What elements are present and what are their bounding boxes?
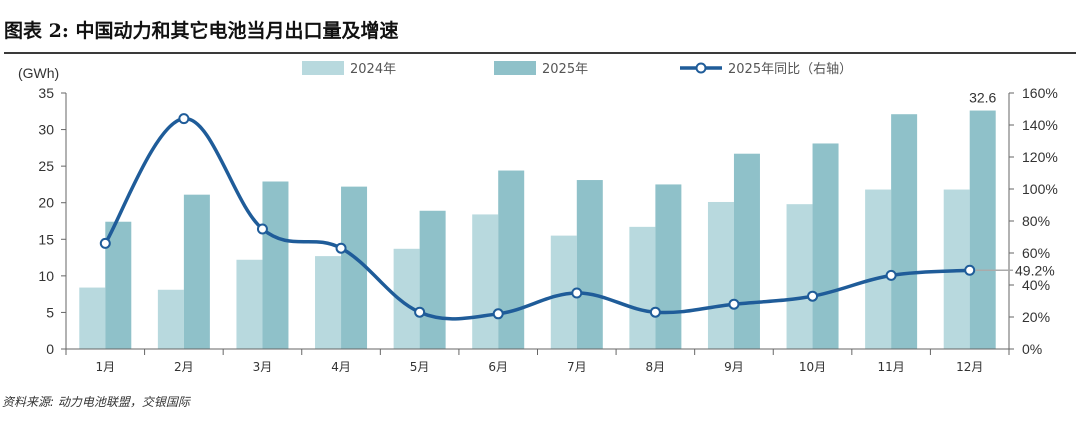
yoy-point-4月 bbox=[335, 242, 347, 254]
legend-label: 2025年同比（右轴） bbox=[728, 62, 852, 77]
y2-tick-label: 20% bbox=[1022, 309, 1050, 325]
y-axis-title: (GWh) bbox=[18, 65, 59, 81]
yoy-point-12月 bbox=[964, 264, 976, 276]
y2-tick-label: 100% bbox=[1022, 181, 1058, 197]
yoy-point-9月 bbox=[728, 298, 740, 310]
axis-labels: 0 5 10 15 20 25 30 35 0% 20% 40% 60% 80% 100% 120% 140%… bbox=[18, 65, 1058, 374]
yoy-point-1月 bbox=[99, 237, 111, 249]
bar-2024年-1月 bbox=[79, 287, 106, 349]
y-tick-label: 0 bbox=[46, 341, 54, 357]
x-tick-label: 7月 bbox=[567, 360, 587, 374]
x-tick-label: 1月 bbox=[95, 360, 115, 374]
source-note: 资料来源: 动力电池联盟，交银国际 bbox=[2, 395, 190, 409]
bar-2024年-10月 bbox=[786, 204, 813, 349]
y-tick-label: 20 bbox=[38, 195, 54, 211]
bar-2025年-5月 bbox=[419, 210, 446, 349]
axes bbox=[61, 92, 1014, 355]
chart: 0 5 10 15 20 25 30 35 0% 20% 40% 60% 80% 100% 120% 140%… bbox=[18, 61, 1058, 374]
y2-tick-label: 40% bbox=[1022, 277, 1050, 293]
bar-2024年-3月 bbox=[236, 259, 263, 349]
y2-tick-label: 140% bbox=[1022, 117, 1058, 133]
legend-swatch-2025年 bbox=[494, 61, 536, 75]
bar-2025年-10月 bbox=[812, 143, 839, 349]
yoy-line bbox=[103, 116, 972, 321]
legend: 2024年 2025年 2025年同比（右轴） bbox=[302, 61, 852, 77]
x-tick-label: 11月 bbox=[877, 360, 904, 374]
bar-series bbox=[79, 110, 996, 349]
bar-2025年-3月 bbox=[262, 181, 289, 349]
x-tick-label: 8月 bbox=[646, 360, 666, 374]
yoy-point-5月 bbox=[414, 306, 426, 318]
y2-tick-label: 120% bbox=[1022, 149, 1058, 165]
line-last-label: 49.2% bbox=[1015, 262, 1055, 278]
bar-2025年-2月 bbox=[183, 194, 210, 349]
yoy-point-11月 bbox=[885, 269, 897, 281]
y-tick-label: 5 bbox=[46, 304, 54, 320]
x-tick-label: 9月 bbox=[724, 360, 744, 374]
legend-label: 2025年 bbox=[542, 62, 588, 77]
bar-2025年-7月 bbox=[576, 180, 603, 349]
y2-tick-label: 80% bbox=[1022, 213, 1050, 229]
y2-tick-label: 0% bbox=[1022, 341, 1042, 357]
x-tick-label: 3月 bbox=[253, 360, 273, 374]
y2-tick-label: 60% bbox=[1022, 245, 1050, 261]
x-tick-label: 6月 bbox=[488, 360, 508, 374]
yoy-point-6月 bbox=[492, 308, 504, 320]
title-bar: 图表 2: 中国动力和其它电池当月出口量及增速 bbox=[4, 14, 1076, 54]
x-tick-label: 4月 bbox=[331, 360, 351, 374]
bar-2024年-9月 bbox=[707, 201, 734, 349]
yoy-point-3月 bbox=[256, 223, 268, 235]
bar-2024年-2月 bbox=[157, 289, 184, 349]
bar-2024年-8月 bbox=[629, 226, 656, 349]
legend-marker bbox=[695, 62, 707, 74]
bar-2025年-11月 bbox=[891, 114, 918, 349]
legend-label: 2024年 bbox=[350, 62, 396, 77]
bar-2025年-12月 bbox=[969, 110, 996, 349]
bar-2025年-4月 bbox=[341, 186, 368, 349]
y-tick-label: 30 bbox=[38, 122, 54, 138]
x-tick-label: 2月 bbox=[174, 360, 194, 374]
bar-2024年-4月 bbox=[315, 256, 342, 349]
bar-2025年-8月 bbox=[655, 184, 682, 349]
y-tick-label: 35 bbox=[38, 85, 54, 101]
legend-swatch-2024年 bbox=[302, 61, 344, 75]
y-tick-label: 25 bbox=[38, 158, 54, 174]
y-tick-label: 15 bbox=[38, 231, 54, 247]
y-tick-label: 10 bbox=[38, 268, 54, 284]
yoy-point-7月 bbox=[571, 287, 583, 299]
bar-2024年-11月 bbox=[865, 189, 892, 349]
bar-2025年-9月 bbox=[733, 153, 760, 349]
x-tick-label: 12月 bbox=[956, 360, 983, 374]
line-series bbox=[99, 113, 1013, 321]
bar-2024年-6月 bbox=[472, 214, 499, 349]
x-tick-label: 5月 bbox=[410, 360, 430, 374]
y2-tick-label: 160% bbox=[1022, 85, 1058, 101]
yoy-point-2月 bbox=[178, 113, 190, 125]
yoy-point-10月 bbox=[807, 290, 819, 302]
x-tick-label: 10月 bbox=[799, 360, 826, 374]
chart-title: 图表 2: 中国动力和其它电池当月出口量及增速 bbox=[4, 20, 399, 42]
yoy-point-8月 bbox=[649, 306, 661, 318]
bar-2025年-6月 bbox=[498, 170, 525, 349]
bar-last-label: 32.6 bbox=[969, 90, 996, 106]
